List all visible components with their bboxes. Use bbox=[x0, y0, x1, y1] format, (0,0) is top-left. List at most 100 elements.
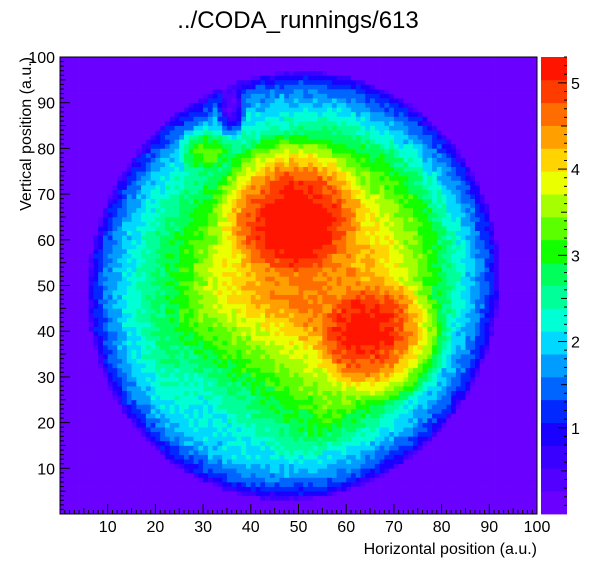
heat-cell bbox=[341, 381, 347, 387]
heat-cell bbox=[293, 500, 299, 506]
heat-cell bbox=[136, 367, 142, 373]
heat-cell bbox=[412, 317, 419, 323]
heat-cell bbox=[417, 477, 423, 483]
heat-cell bbox=[217, 308, 223, 314]
heat-cell bbox=[217, 290, 223, 295]
heat-cell bbox=[436, 445, 442, 451]
heat-cell bbox=[460, 376, 466, 382]
heat-cell bbox=[150, 395, 156, 401]
heat-cell bbox=[451, 436, 457, 442]
heat-cell bbox=[327, 477, 333, 483]
heat-cell bbox=[274, 445, 280, 451]
heat-cell bbox=[422, 495, 428, 501]
heat-cell bbox=[193, 335, 199, 341]
heat-cell bbox=[236, 477, 242, 483]
heat-cell bbox=[69, 422, 75, 428]
heat-cell bbox=[184, 363, 190, 369]
heat-cell bbox=[141, 504, 147, 510]
heat-cell bbox=[327, 294, 333, 300]
heat-cell bbox=[274, 312, 280, 318]
heat-cell bbox=[303, 431, 309, 437]
heat-cell bbox=[203, 486, 209, 492]
heat-cell bbox=[331, 299, 338, 305]
heat-cell bbox=[184, 285, 190, 291]
heat-cell bbox=[102, 285, 109, 291]
heat-cell bbox=[246, 317, 252, 323]
heat-cell bbox=[288, 399, 295, 405]
heat-cell bbox=[122, 303, 128, 309]
heat-cell bbox=[312, 477, 318, 483]
heat-cell bbox=[303, 299, 309, 305]
heat-cell bbox=[384, 335, 390, 341]
heat-cell bbox=[226, 340, 233, 346]
heat-cell bbox=[74, 495, 80, 501]
heat-cell bbox=[198, 500, 204, 506]
heat-cell bbox=[432, 509, 438, 515]
heat-cell bbox=[532, 450, 538, 455]
heat-cell bbox=[350, 477, 357, 483]
heat-cell bbox=[517, 450, 524, 455]
heat-cell bbox=[365, 450, 371, 455]
heat-cell bbox=[288, 376, 295, 382]
heat-cell bbox=[260, 381, 266, 387]
heat-cell bbox=[522, 322, 528, 327]
heat-cell bbox=[98, 381, 104, 387]
heat-cell bbox=[322, 450, 328, 455]
heat-cell bbox=[250, 344, 256, 350]
heat-cell bbox=[389, 317, 395, 323]
heat-cell bbox=[160, 285, 166, 291]
heat-cell bbox=[193, 290, 199, 295]
heat-cell bbox=[517, 331, 524, 337]
heat-cell bbox=[169, 495, 175, 501]
heat-cell bbox=[327, 386, 333, 391]
heat-cell bbox=[236, 422, 242, 428]
heat-cell bbox=[179, 381, 185, 387]
heat-cell bbox=[441, 317, 447, 323]
heat-cell bbox=[145, 454, 151, 460]
heat-cell bbox=[102, 367, 109, 373]
heat-cell bbox=[532, 344, 538, 350]
heat-cell bbox=[212, 436, 218, 442]
heat-cell bbox=[212, 340, 218, 346]
heat-cell bbox=[269, 450, 275, 455]
heat-cell bbox=[365, 418, 371, 423]
heat-cell bbox=[60, 363, 66, 369]
heat-cell bbox=[432, 477, 438, 483]
heat-cell bbox=[341, 335, 347, 341]
heat-cell bbox=[236, 386, 242, 391]
heat-cell bbox=[198, 450, 204, 455]
heat-cell bbox=[317, 463, 323, 469]
heat-cell bbox=[331, 408, 338, 414]
heat-cell bbox=[346, 363, 352, 369]
heat-cell bbox=[198, 372, 204, 378]
heat-cell bbox=[288, 472, 295, 478]
heat-cell bbox=[432, 390, 438, 396]
heat-cell bbox=[241, 354, 247, 359]
heat-cell bbox=[498, 445, 504, 451]
heat-cell bbox=[174, 358, 180, 364]
heat-cell bbox=[460, 486, 466, 492]
heat-cell bbox=[370, 317, 376, 323]
heat-cell bbox=[174, 331, 180, 337]
heat-cell bbox=[102, 303, 109, 309]
heat-cell bbox=[60, 504, 66, 510]
heat-cell bbox=[317, 349, 323, 355]
heat-cell bbox=[341, 294, 347, 300]
heat-cell bbox=[298, 431, 304, 437]
heat-cell bbox=[370, 413, 376, 419]
heat-cell bbox=[102, 482, 109, 487]
heat-cell bbox=[169, 390, 175, 396]
heat-cell bbox=[308, 367, 314, 373]
heat-cell bbox=[346, 463, 352, 469]
heat-cell bbox=[312, 399, 318, 405]
heat-cell bbox=[122, 418, 128, 423]
heat-cell bbox=[60, 381, 66, 387]
heat-cell bbox=[417, 445, 423, 451]
heat-cell bbox=[131, 418, 137, 423]
heat-cell bbox=[98, 372, 104, 378]
heat-cell bbox=[513, 427, 519, 433]
heat-cell bbox=[532, 331, 538, 337]
heat-cell bbox=[346, 308, 352, 314]
heat-cell bbox=[308, 331, 314, 337]
heat-cell bbox=[64, 418, 70, 423]
